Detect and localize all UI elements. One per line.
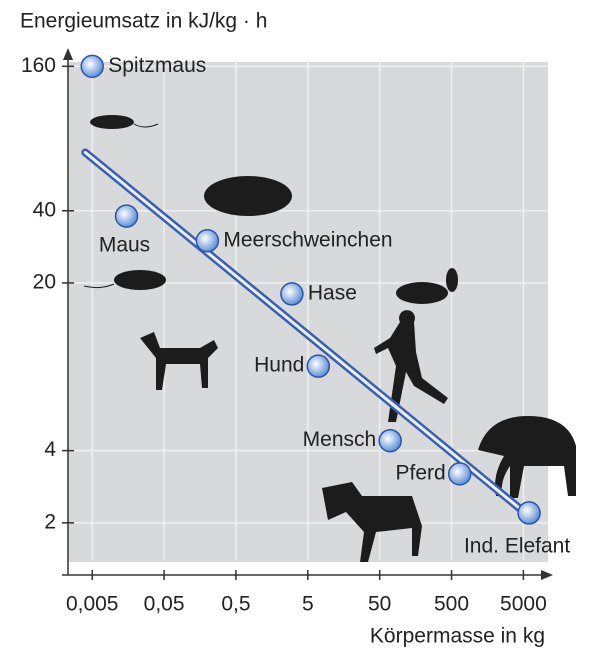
x-tick-label: 500 — [434, 593, 469, 616]
trend-line-core — [83, 150, 527, 515]
y-tick-label: 160 — [21, 54, 56, 77]
x-tick-label: 0,5 — [221, 593, 250, 616]
x-tick-label: 50 — [368, 593, 391, 616]
x-tick-label: 0,005 — [66, 593, 119, 616]
data-point — [280, 282, 304, 306]
y-tick-label: 4 — [44, 438, 56, 461]
point-label: Hase — [308, 281, 357, 304]
x-axis-title: Körpermasse in kg — [370, 625, 545, 648]
data-point — [80, 54, 104, 79]
y-tick-label: 2 — [44, 510, 56, 533]
y-axis-arrow — [63, 48, 73, 60]
y-tick-label: 20 — [33, 271, 56, 294]
x-tick-label: 0,05 — [144, 593, 185, 616]
point-label: Meerschweinchen — [223, 228, 392, 251]
data-point — [195, 228, 220, 253]
x-tick-label: 5000 — [500, 593, 547, 616]
point-label: Mensch — [303, 428, 377, 451]
x-tick-label: 5 — [302, 593, 314, 616]
data-point — [306, 354, 331, 378]
point-label: Spitzmaus — [108, 54, 206, 77]
chart-title: Energieumsatz in kJ/kg · h — [20, 10, 267, 33]
point-label: Pferd — [396, 461, 446, 484]
data-point — [517, 501, 541, 525]
point-label: Ind. Elefant — [464, 534, 570, 557]
silhouettes — [83, 115, 576, 562]
x-axis-arrow — [541, 570, 553, 580]
point-label: Hund — [254, 354, 304, 377]
data-point — [114, 204, 139, 228]
data-point — [447, 462, 472, 486]
point-label: Maus — [99, 234, 150, 257]
data-point — [378, 428, 402, 453]
y-tick-label: 40 — [33, 198, 56, 221]
